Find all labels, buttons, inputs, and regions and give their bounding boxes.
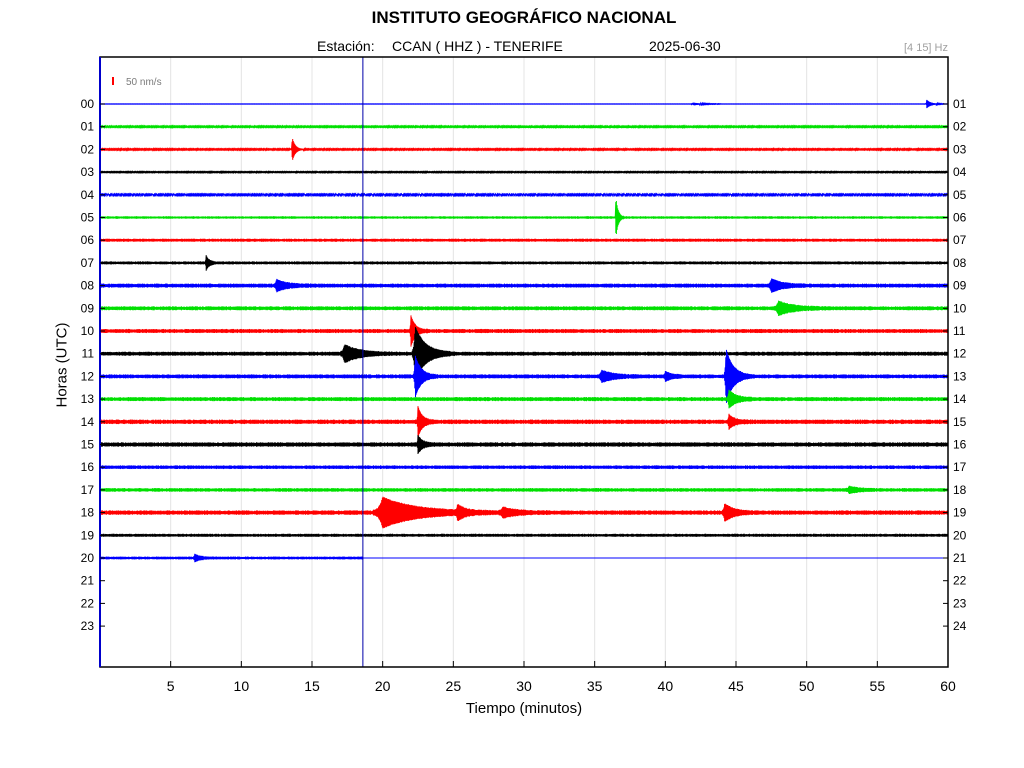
right-hour-label-10: 10 xyxy=(953,301,967,315)
chart-title: INSTITUTO GEOGRÁFICO NACIONAL xyxy=(371,8,677,27)
left-hour-label-05: 05 xyxy=(81,211,95,225)
left-hour-label-16: 16 xyxy=(81,460,95,474)
station-name: CCAN ( HHZ ) - TENERIFE xyxy=(392,38,563,54)
tick-labels: 50 nm/s 5 10 15 20 25 30 35 40 45 50 55 60 00 01 02 03 04… xyxy=(81,77,967,694)
trace-hour-19 xyxy=(99,533,949,537)
left-hour-label-03: 03 xyxy=(81,165,95,179)
right-hour-label-03: 03 xyxy=(953,142,967,156)
axes xyxy=(99,56,949,668)
left-hour-label-13: 13 xyxy=(81,392,95,406)
trace-hour-11 xyxy=(99,327,949,381)
right-hour-label-01: 01 xyxy=(953,97,967,111)
trace-hour-03 xyxy=(99,170,949,175)
left-hour-label-15: 15 xyxy=(81,438,95,452)
filter-band: [4 15] Hz xyxy=(903,42,948,54)
right-hour-label-18: 18 xyxy=(953,483,967,497)
trace-hour-18 xyxy=(99,496,949,529)
x-tick-label-10: 10 xyxy=(234,678,250,694)
left-hour-label-01: 01 xyxy=(81,120,95,134)
right-hour-label-08: 08 xyxy=(953,256,967,270)
right-hour-label-11: 11 xyxy=(953,324,966,338)
x-tick-label-60: 60 xyxy=(940,678,956,694)
right-hour-label-02: 02 xyxy=(953,120,967,134)
trace-hour-16 xyxy=(99,465,949,470)
trace-hour-15 xyxy=(99,434,949,455)
station-label: Estación: xyxy=(317,38,375,54)
left-hour-label-02: 02 xyxy=(81,142,95,156)
left-hour-label-07: 07 xyxy=(81,256,95,270)
right-hour-label-24: 24 xyxy=(953,619,967,633)
trace-hour-20 xyxy=(99,553,364,563)
x-axis-label: Tiempo (minutos) xyxy=(465,700,583,717)
left-hour-label-10: 10 xyxy=(81,324,95,338)
left-hour-label-14: 14 xyxy=(81,415,95,429)
x-tick-label-30: 30 xyxy=(516,678,532,694)
right-hour-label-19: 19 xyxy=(953,506,967,520)
left-hour-label-09: 09 xyxy=(81,301,95,315)
scale-bar xyxy=(112,77,114,85)
right-hour-label-23: 23 xyxy=(953,596,967,610)
right-hour-label-17: 17 xyxy=(953,460,967,474)
left-hour-label-21: 21 xyxy=(81,574,95,588)
x-tick-label-35: 35 xyxy=(587,678,603,694)
right-hour-label-06: 06 xyxy=(953,211,967,225)
x-tick-label-15: 15 xyxy=(304,678,320,694)
seismic-traces xyxy=(99,57,949,667)
right-hour-label-04: 04 xyxy=(953,165,967,179)
trace-hour-09 xyxy=(99,300,949,317)
left-hour-label-00: 00 xyxy=(81,97,95,111)
trace-hour-07 xyxy=(99,255,949,271)
left-hour-label-08: 08 xyxy=(81,279,95,293)
left-hour-label-06: 06 xyxy=(81,233,95,247)
right-hour-label-22: 22 xyxy=(953,574,967,588)
chart-date: 2025-06-30 xyxy=(649,38,721,54)
trace-hour-01 xyxy=(99,124,949,130)
trace-hour-08 xyxy=(99,278,949,293)
left-hour-label-04: 04 xyxy=(81,188,95,202)
trace-hour-02 xyxy=(99,138,949,160)
trace-hour-17 xyxy=(99,485,949,495)
trace-hour-00 xyxy=(99,99,949,109)
trace-hour-10 xyxy=(99,315,949,347)
left-hour-label-20: 20 xyxy=(81,551,95,565)
right-hour-label-13: 13 xyxy=(953,369,967,383)
right-hour-label-09: 09 xyxy=(953,279,967,293)
left-hour-label-17: 17 xyxy=(81,483,95,497)
scale-label: 50 nm/s xyxy=(126,77,162,88)
left-hour-label-23: 23 xyxy=(81,619,95,633)
trace-hour-06 xyxy=(99,238,949,242)
x-tick-label-5: 5 xyxy=(167,678,175,694)
right-hour-label-12: 12 xyxy=(953,347,967,361)
x-tick-label-55: 55 xyxy=(870,678,886,694)
x-tick-label-25: 25 xyxy=(446,678,462,694)
right-hour-label-20: 20 xyxy=(953,528,967,542)
trace-hour-04 xyxy=(99,192,949,198)
x-tick-label-20: 20 xyxy=(375,678,391,694)
right-hour-label-15: 15 xyxy=(953,415,967,429)
left-hour-label-18: 18 xyxy=(81,506,95,520)
right-hour-label-21: 21 xyxy=(953,551,967,565)
x-tick-label-45: 45 xyxy=(728,678,744,694)
left-hour-label-12: 12 xyxy=(81,369,95,383)
x-tick-label-50: 50 xyxy=(799,678,815,694)
left-hour-label-19: 19 xyxy=(81,528,95,542)
trace-hour-12 xyxy=(99,349,949,403)
left-hour-label-11: 11 xyxy=(82,347,95,361)
right-hour-label-07: 07 xyxy=(953,233,967,247)
right-hour-label-14: 14 xyxy=(953,392,967,406)
left-hour-label-22: 22 xyxy=(81,596,95,610)
x-tick-label-40: 40 xyxy=(658,678,674,694)
trace-hour-13 xyxy=(99,389,949,409)
trace-hour-14 xyxy=(99,406,949,438)
trace-hour-05 xyxy=(99,200,949,235)
right-hour-label-05: 05 xyxy=(953,188,967,202)
right-hour-label-16: 16 xyxy=(953,438,967,452)
